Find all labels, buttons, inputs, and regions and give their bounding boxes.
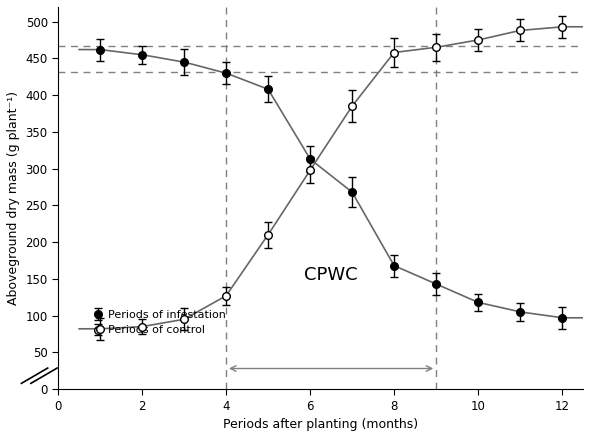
Legend: Periods of infestation, Periods of control: Periods of infestation, Periods of contr…	[90, 307, 228, 338]
Text: CPWC: CPWC	[304, 266, 358, 284]
X-axis label: Periods after planting (months): Periods after planting (months)	[223, 418, 418, 431]
Y-axis label: Aboveground dry mass (g plant⁻¹): Aboveground dry mass (g plant⁻¹)	[7, 91, 20, 305]
